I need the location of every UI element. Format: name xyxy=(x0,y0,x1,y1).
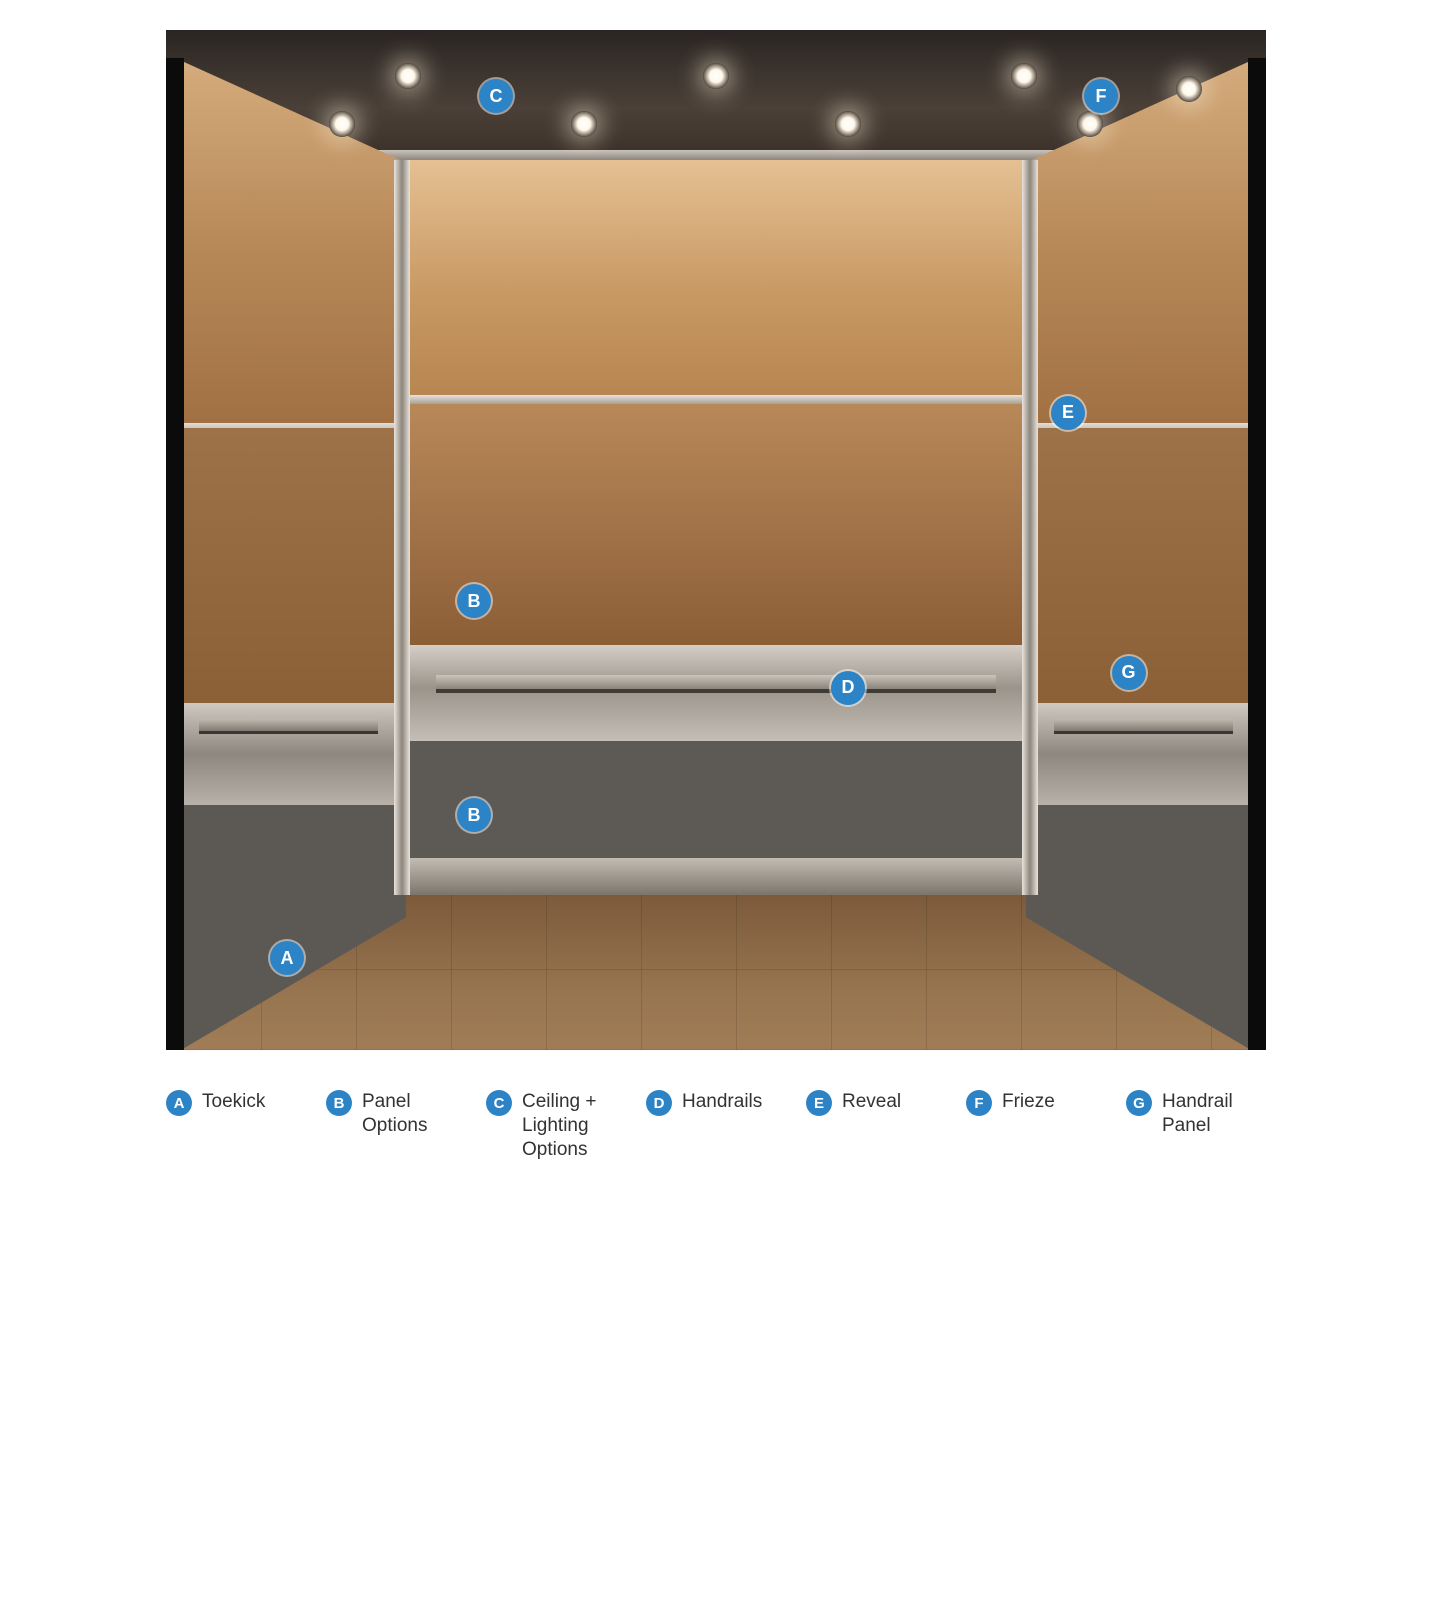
edge-frame-right xyxy=(1248,58,1266,1050)
callout-marker-d: D xyxy=(831,671,865,705)
corner-post-left xyxy=(394,160,410,895)
legend-label: Handrails xyxy=(682,1090,762,1114)
back-wall xyxy=(406,160,1026,895)
handrail-right xyxy=(1054,719,1233,731)
ceiling-light xyxy=(1011,63,1037,89)
legend-label: Panel Options xyxy=(362,1090,427,1138)
handrail-back xyxy=(436,675,996,689)
edge-frame-left xyxy=(166,58,184,1050)
legend-badge: B xyxy=(326,1090,352,1116)
ceiling-light xyxy=(329,111,355,137)
toekick xyxy=(406,858,1026,895)
callout-marker-e: E xyxy=(1051,396,1085,430)
back-panel-mid xyxy=(406,404,1026,645)
legend-label: Handrail Panel xyxy=(1162,1090,1233,1138)
elevator-render: A B B C D E F G xyxy=(166,30,1266,1050)
handrail-panel xyxy=(406,645,1026,741)
legend-label: Ceiling + Lighting Options xyxy=(522,1090,596,1161)
legend-badge: D xyxy=(646,1090,672,1116)
legend-item-b: B Panel Options xyxy=(326,1090,466,1161)
legend: A Toekick B Panel Options C Ceiling + Lightin… xyxy=(166,1090,1266,1161)
ceiling-light xyxy=(395,63,421,89)
side-wall-right xyxy=(1026,30,1251,1050)
callout-marker-g: G xyxy=(1112,656,1146,690)
ceiling-light xyxy=(703,63,729,89)
legend-label: Toekick xyxy=(202,1090,265,1114)
handrail-left xyxy=(199,719,378,731)
ceiling-light xyxy=(835,111,861,137)
back-panel-upper xyxy=(406,160,1026,395)
legend-badge: E xyxy=(806,1090,832,1116)
callout-marker-f: F xyxy=(1084,79,1118,113)
legend-item-d: D Handrails xyxy=(646,1090,786,1161)
legend-item-c: C Ceiling + Lighting Options xyxy=(486,1090,626,1161)
legend-badge: G xyxy=(1126,1090,1152,1116)
back-panel-lower xyxy=(406,741,1026,859)
legend-badge: A xyxy=(166,1090,192,1116)
corner-post-right xyxy=(1022,160,1038,895)
legend-label: Frieze xyxy=(1002,1090,1055,1114)
callout-marker-c: C xyxy=(479,79,513,113)
elevator-diagram: A B B C D E F G A Toekick B Panel Options C Ceiling … xyxy=(166,30,1266,1161)
legend-item-g: G Handrail Panel xyxy=(1126,1090,1266,1161)
legend-item-e: E Reveal xyxy=(806,1090,946,1161)
callout-marker-a: A xyxy=(270,941,304,975)
legend-badge: F xyxy=(966,1090,992,1116)
ceiling-light xyxy=(1176,76,1202,102)
legend-item-a: A Toekick xyxy=(166,1090,306,1161)
legend-item-f: F Frieze xyxy=(966,1090,1106,1161)
side-wall-left xyxy=(181,30,406,1050)
legend-badge: C xyxy=(486,1090,512,1116)
callout-marker-b: B xyxy=(457,584,491,618)
legend-label: Reveal xyxy=(842,1090,901,1114)
ceiling-light xyxy=(1077,111,1103,137)
ceiling-light xyxy=(571,111,597,137)
reveal-strip xyxy=(406,395,1026,404)
callout-marker-b: B xyxy=(457,798,491,832)
